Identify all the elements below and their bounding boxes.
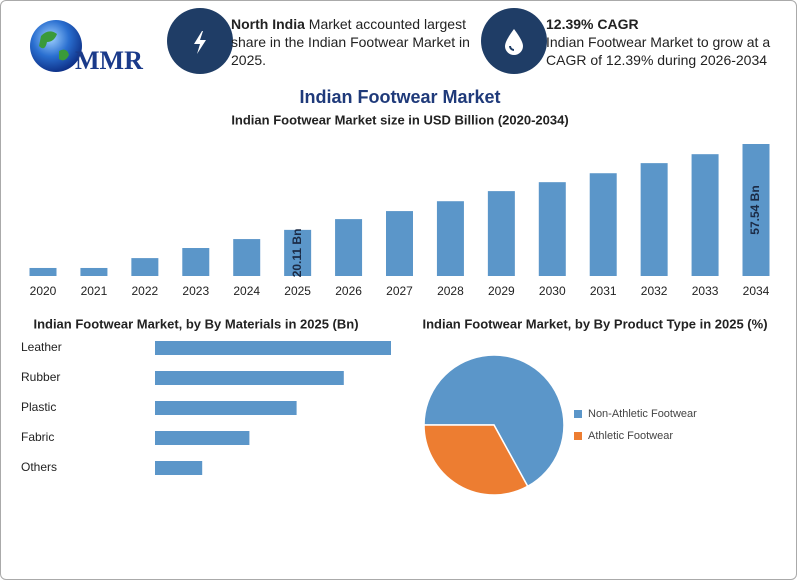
- bar: [487, 191, 515, 276]
- y-tick-label: Fabric: [21, 430, 54, 444]
- x-tick-label: 2033: [692, 284, 719, 298]
- data-label: 20.11 Bn: [290, 229, 304, 278]
- bar: [589, 173, 617, 276]
- bar: [538, 182, 566, 276]
- x-tick-label: 2028: [437, 284, 464, 298]
- chart-title: Indian Footwear Market: [299, 87, 500, 107]
- chart-subtitle: Indian Footwear Market size in USD Billi…: [231, 112, 568, 127]
- bar: [386, 211, 413, 276]
- x-tick-label: 2024: [233, 284, 260, 298]
- bar: [335, 219, 363, 276]
- bar: [155, 401, 297, 415]
- bar: [29, 267, 57, 276]
- fact-highlight: 12.39% CAGR: [546, 16, 639, 32]
- bar: [233, 239, 261, 276]
- y-tick-label: Plastic: [21, 400, 56, 414]
- bar: [155, 341, 391, 355]
- y-tick-label: Others: [21, 460, 57, 474]
- pie-slice: [423, 424, 529, 496]
- bar: [131, 258, 159, 276]
- bar: [436, 201, 464, 276]
- fact-icon: [167, 8, 233, 74]
- y-tick-label: Leather: [21, 340, 62, 354]
- legend-label: Non-Athletic Footwear: [588, 408, 697, 420]
- logo: MMR: [30, 20, 143, 75]
- legend-swatch: [574, 432, 582, 440]
- bar: [155, 461, 203, 475]
- bar: [742, 144, 770, 276]
- bar: [640, 163, 668, 276]
- x-tick-label: 2020: [30, 284, 57, 298]
- data-label: 57.54 Bn: [748, 185, 762, 234]
- fact-icon: [481, 8, 547, 74]
- x-tick-label: 2027: [386, 284, 413, 298]
- fact-text: Market accounted largest share in the In…: [231, 16, 470, 68]
- y-tick-label: Rubber: [21, 370, 60, 384]
- legend-label: Athletic Footwear: [588, 430, 673, 442]
- bar: [155, 431, 250, 445]
- logo-text: MMR: [75, 46, 143, 75]
- legend-swatch: [574, 410, 582, 418]
- fact-highlight: North India: [231, 16, 305, 32]
- chart-title: Indian Footwear Market, by By Product Ty…: [422, 316, 767, 331]
- x-tick-label: 2021: [81, 284, 108, 298]
- x-tick-label: 2025: [284, 284, 311, 298]
- x-tick-label: 2032: [641, 284, 668, 298]
- bar: [182, 248, 210, 276]
- x-tick-label: 2029: [488, 284, 515, 298]
- bar: [80, 267, 108, 276]
- bar: [691, 154, 719, 276]
- bar: [284, 229, 312, 276]
- fact-text: Indian Footwear Market to grow at a CAGR…: [546, 34, 771, 68]
- x-tick-label: 2031: [590, 284, 617, 298]
- fact: North India Market accounted largest sha…: [231, 15, 476, 69]
- chart-title: Indian Footwear Market, by By Materials …: [33, 316, 358, 331]
- x-tick-label: 2026: [335, 284, 362, 298]
- x-tick-label: 2023: [182, 284, 209, 298]
- fact: 12.39% CAGR Indian Footwear Market to gro…: [546, 15, 786, 69]
- x-tick-label: 2034: [743, 284, 770, 298]
- bar: [155, 371, 344, 385]
- pie-slice: [423, 354, 565, 488]
- x-tick-label: 2030: [539, 284, 566, 298]
- x-tick-label: 2022: [132, 284, 159, 298]
